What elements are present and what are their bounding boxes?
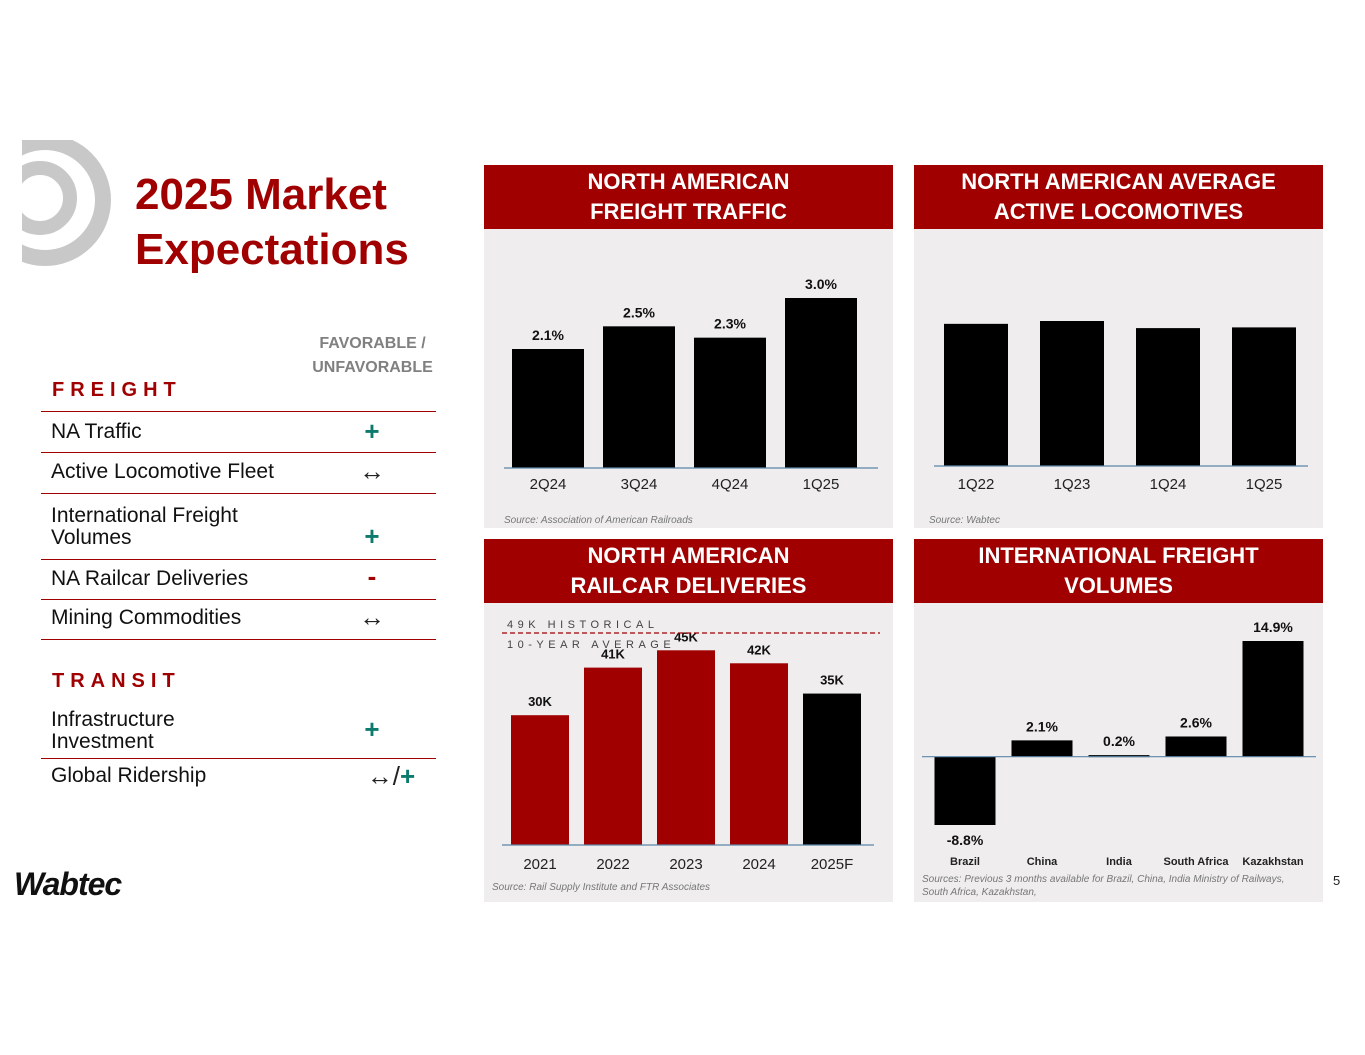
favorable-icon: + [364,521,380,551]
bar-1q25 [785,298,857,468]
chart-source: Source: Rail Supply Institute and FTR As… [492,882,711,893]
ring-logo-icon [0,140,111,275]
x-tick-label: China [1027,856,1058,868]
freight-traffic-chart: 2.1% 2Q24 2.5% 3Q24 2.3% 4Q24 3.0% 1Q25 [504,276,878,493]
panel-railcar-deliveries: NORTH AMERICAN RAILCAR DELIVERIES 30K 2021… [484,539,893,902]
reference-label: 10-YEAR AVERAGE [507,639,675,651]
x-tick-label: 2023 [669,856,702,873]
panel-freight-traffic: NORTH AMERICAN FREIGHT TRAFFIC 2.1% 2Q24 2.… [484,165,893,528]
favorable-icon: + [364,416,380,446]
chart-title: NORTH AMERICAN RAILCAR DELIVERIES [484,539,893,603]
x-tick-label: 1Q22 [958,476,995,493]
wabtec-logo: Wabtec [14,866,122,902]
x-tick-label: Kazakhstan [1242,856,1303,868]
x-tick-label: 2025F [811,856,854,873]
data-label: -8.8% [947,832,984,848]
x-tick-label: 1Q25 [803,476,840,493]
bar-1q24 [1136,328,1200,466]
page-title: 2025 Market Expectations [135,170,409,274]
data-label: 45K [674,629,698,644]
railcar-deliveries-chart: 30K 2021 41K 2022 45K 2023 42K 2024 35K 2025F 49K … [502,619,880,873]
bar-1q22 [944,323,1008,466]
data-label: 30K [528,694,552,709]
data-label: 2.5% [623,304,655,320]
x-tick-label: 1Q23 [1054,476,1091,493]
freight-heading: FREIGHT [52,379,182,401]
row-infrastructure-investment: Infrastructure Investment + [41,702,436,759]
row-global-ridership: Global Ridership ↔/+ [41,760,436,796]
bar-4q24 [694,337,766,468]
data-label: 14.9% [1253,619,1293,635]
chart-source: Source: Wabtec [929,515,1000,526]
data-label: 35K [820,673,844,688]
bar-2021 [511,715,569,845]
row-na-railcar-deliveries: NA Railcar Deliveries - [41,561,436,600]
bar-3q24 [603,326,675,468]
row-na-traffic: NA Traffic + [41,411,436,453]
bar-2025f [803,693,861,845]
bar-brazil [934,756,996,825]
row-active-locomotive-fleet: Active Locomotive Fleet ↔ [41,453,436,494]
favorable-icon: + [364,714,380,744]
bar-2022 [584,667,642,845]
bar-south-africa [1165,736,1227,757]
data-label: 2.1% [1026,718,1058,734]
panel-international-freight: INTERNATIONAL FREIGHT VOLUMES -8.8% Brazil… [914,539,1323,902]
x-tick-label: 2021 [523,856,556,873]
neutral-arrow-icon: ↔ [359,456,385,486]
x-tick-label: India [1106,856,1133,868]
neutral-arrow-icon: ↔ [359,602,385,632]
page-number: 5 [1333,873,1341,888]
data-label: 2.6% [1180,714,1212,730]
bar-2q24 [512,349,584,468]
row-international-freight: International Freight Volumes + [41,495,436,560]
row-mining-commodities: Mining Commodities ↔ [41,601,436,640]
data-label: 42K [747,642,771,657]
data-label: 41K [601,647,625,662]
bar-1q23 [1040,321,1104,466]
chart-title: NORTH AMERICAN AVERAGE ACTIVE LOCOMOTIVES [914,165,1323,229]
x-tick-label: 2022 [596,856,629,873]
chart-source: Sources: Previous 3 months available for… [922,874,1285,898]
data-label: 0.2% [1103,733,1135,749]
bar-2024 [730,663,788,845]
unfavorable-icon: - [367,561,377,591]
chart-title: INTERNATIONAL FREIGHT VOLUMES [914,539,1323,603]
transit-heading: TRANSIT [52,670,181,692]
international-freight-chart: -8.8% Brazil 2.1% China 0.2% India 2.6% South A… [922,619,1316,868]
data-label: 2.3% [714,316,746,332]
bar-kazakhstan [1242,641,1304,757]
chart-source: Source: Association of American Railroad… [504,515,693,526]
data-label: 3.0% [805,276,837,292]
favorable-unfavorable-header: FAVORABLE / UNFAVORABLE [312,335,433,376]
chart-title: NORTH AMERICAN FREIGHT TRAFFIC [484,165,893,229]
x-tick-label: 2Q24 [530,476,567,493]
data-label: 2.1% [532,327,564,343]
x-tick-label: 1Q24 [1150,476,1187,493]
x-tick-label: Brazil [950,856,980,868]
bar-2023 [657,650,715,845]
panel-active-locomotives: NORTH AMERICAN AVERAGE ACTIVE LOCOMOTIVES… [914,165,1323,528]
x-tick-label: 3Q24 [621,476,658,493]
reference-label: 49K HISTORICAL [507,619,658,631]
x-tick-label: 1Q25 [1246,476,1283,493]
bar-1q25 [1232,327,1296,466]
x-tick-label: 2024 [742,856,775,873]
bar-china [1011,740,1073,757]
mixed-icon: ↔/+ [366,761,416,791]
active-locomotives-chart: 1Q22 1Q23 1Q24 1Q25 [934,321,1308,493]
x-tick-label: South Africa [1164,856,1230,868]
x-tick-label: 4Q24 [712,476,749,493]
